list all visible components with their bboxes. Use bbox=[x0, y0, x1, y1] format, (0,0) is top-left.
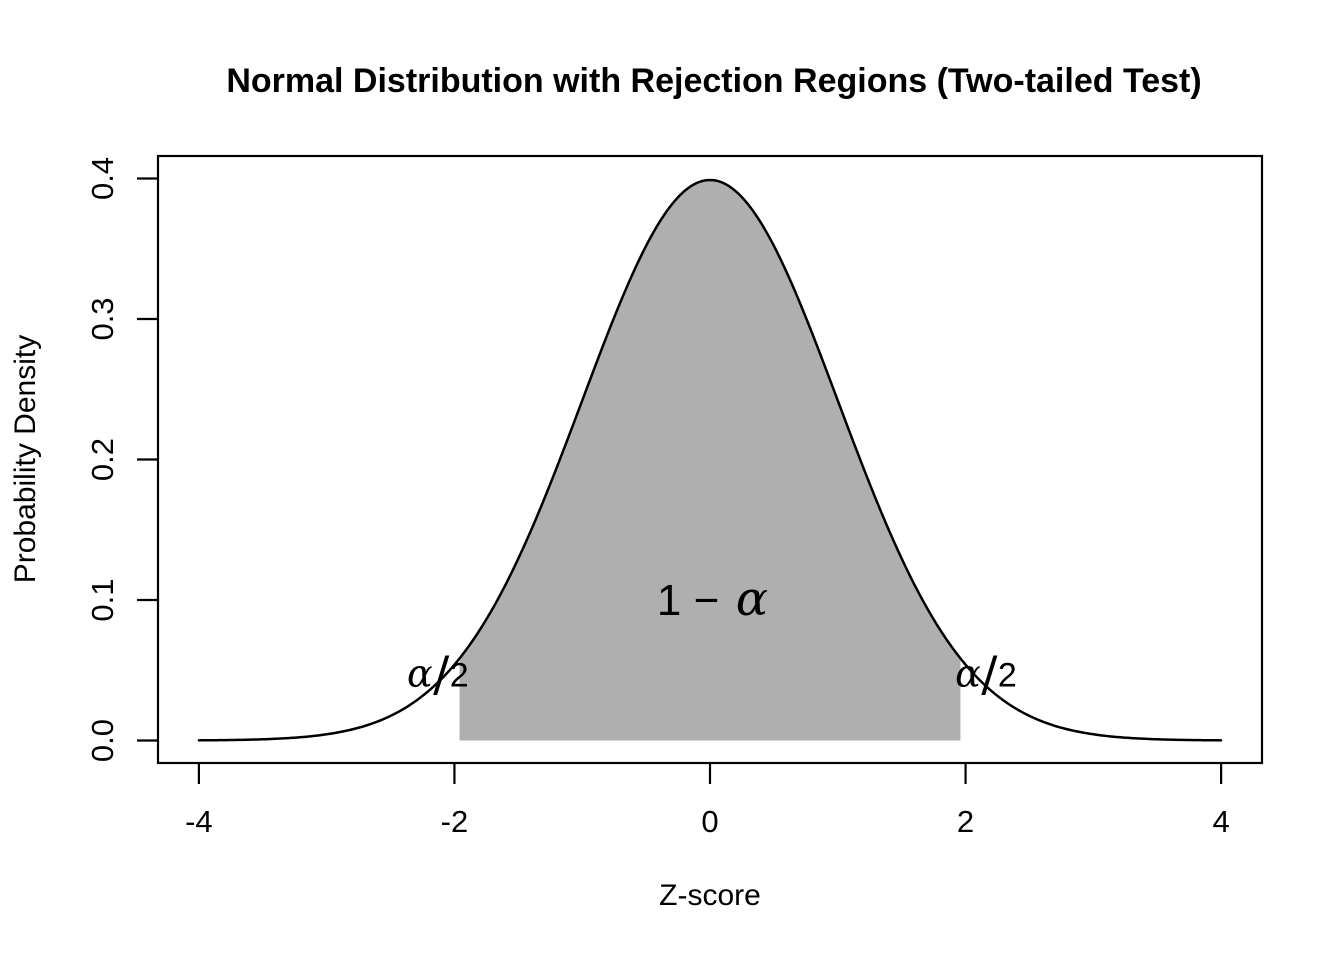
y-tick-label: 0.3 bbox=[85, 297, 120, 340]
denominator-two: 2 bbox=[450, 656, 469, 694]
y-tick-label: 0.0 bbox=[85, 719, 120, 762]
y-tick-label: 0.1 bbox=[85, 578, 120, 621]
y-axis-label: Probability Density bbox=[9, 335, 42, 583]
y-tick-label: 0.4 bbox=[85, 157, 120, 200]
x-axis-label: Z-score bbox=[659, 879, 761, 912]
axes: -4 -2 0 2 4 0.0 0.1 0.2 0.3 0.4 bbox=[85, 157, 1230, 839]
x-tick-label: 2 bbox=[957, 804, 974, 839]
x-tick-label: 0 bbox=[701, 804, 718, 839]
division-slash: ∕ bbox=[433, 646, 450, 702]
annotation-alpha-half-left: α ∕ 2 bbox=[407, 646, 469, 702]
shaded-acceptance-region bbox=[459, 179, 961, 741]
x-tick-label: -4 bbox=[185, 804, 213, 839]
plot-geometry bbox=[197, 178, 1223, 742]
alpha-symbol: α bbox=[407, 651, 433, 695]
annotation-alpha-half-right: α ∕ 2 bbox=[955, 646, 1017, 702]
denominator-two: 2 bbox=[998, 656, 1017, 694]
chart-title: Normal Distribution with Rejection Regio… bbox=[226, 62, 1201, 100]
alpha-symbol: α bbox=[955, 651, 981, 695]
x-tick-label: 4 bbox=[1212, 804, 1229, 839]
y-tick-label: 0.2 bbox=[85, 438, 120, 481]
division-slash: ∕ bbox=[981, 646, 998, 702]
annotation-one-minus-alpha: 1 − α bbox=[657, 571, 768, 627]
normal-density-curve bbox=[197, 178, 1223, 742]
x-tick-label: -2 bbox=[441, 804, 469, 839]
alpha-symbol: α bbox=[736, 571, 768, 627]
one-minus-text: 1 − bbox=[657, 576, 719, 625]
